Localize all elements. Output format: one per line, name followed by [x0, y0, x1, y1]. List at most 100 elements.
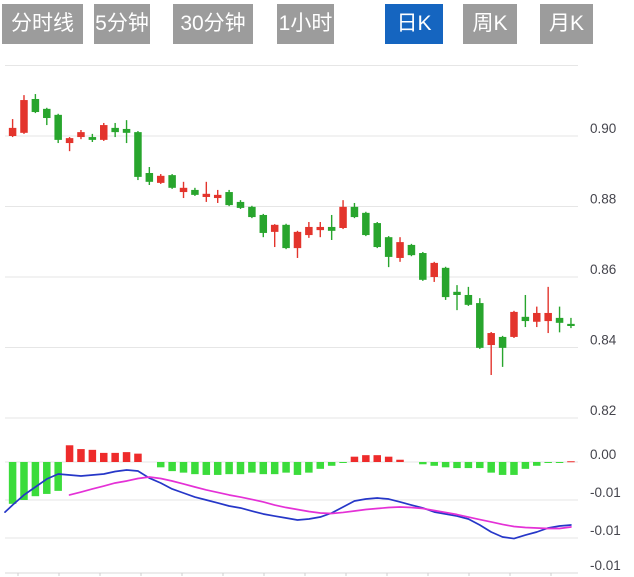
svg-text:0.88: 0.88 [590, 192, 616, 207]
dif-line [4, 469, 572, 540]
candle-body [122, 128, 131, 133]
price-axis-labels: 0.90 0.88 0.86 0.84 0.82 [590, 121, 617, 418]
candle-body [248, 206, 256, 218]
tab-daily-k[interactable]: 日K [385, 4, 443, 44]
candle-body [487, 333, 495, 346]
macd-bar [168, 462, 176, 472]
tab-5min[interactable]: 5分钟 [94, 4, 150, 44]
candle-body [510, 311, 518, 337]
macd-bar [100, 452, 108, 462]
macd-bar [225, 462, 233, 475]
candle-body [270, 224, 279, 232]
candle-body [453, 291, 461, 295]
candle-body [476, 303, 484, 348]
candle-body [156, 175, 165, 183]
macd-bar [533, 462, 541, 466]
macd-bar [350, 456, 359, 462]
candle-body [213, 194, 222, 199]
macd-bar [567, 461, 575, 463]
macd-bar [65, 445, 74, 462]
macd-bar [327, 462, 336, 466]
macd-bar [8, 462, 17, 504]
svg-text:0.00: 0.00 [590, 447, 616, 462]
macd-bar [487, 462, 495, 473]
macd-bar [476, 462, 484, 469]
svg-text:0.90: 0.90 [590, 121, 616, 136]
macd-bar [498, 462, 507, 475]
macd-bar [544, 462, 552, 463]
candle-body [498, 336, 507, 348]
svg-text:0.86: 0.86 [590, 262, 616, 277]
tab-monthly-k[interactable]: 月K [540, 4, 593, 44]
macd-bar [191, 462, 199, 475]
candle-body [396, 242, 404, 258]
candles-layer [8, 94, 575, 375]
candle-body [464, 294, 473, 305]
candle-body [430, 262, 438, 277]
macd-axis-labels: 0.00 -0.01 -0.01 -0.01 [590, 447, 621, 573]
macd-bar [453, 462, 461, 469]
svg-text:-0.01: -0.01 [590, 558, 621, 573]
candle-body [134, 132, 142, 177]
macd-bar [179, 462, 188, 473]
candle-body [316, 226, 325, 231]
candle-body [145, 173, 154, 182]
candle-body [225, 192, 233, 206]
candle-body [362, 212, 370, 236]
candle-body [111, 127, 119, 133]
candle-body [419, 253, 427, 280]
price-gridlines [5, 65, 578, 419]
dea-line [68, 476, 572, 530]
macd-bar [305, 462, 313, 473]
candle-body [100, 125, 108, 140]
macd-bar [111, 452, 119, 462]
candle-body [533, 312, 541, 322]
tab-weekly-k[interactable]: 周K [463, 4, 517, 44]
svg-text:-0.01: -0.01 [590, 523, 621, 538]
macd-bar [213, 462, 222, 475]
candle-body [441, 267, 450, 298]
candle-body [555, 317, 564, 323]
macd-bar [396, 459, 404, 462]
candle-body [544, 312, 552, 322]
candle-body [236, 201, 245, 208]
candle-body [521, 316, 530, 322]
candle-body [88, 137, 97, 140]
tab-1hour[interactable]: 1小时 [277, 4, 334, 44]
candle-body [305, 226, 313, 236]
macd-bar [441, 462, 450, 468]
candle-body [191, 189, 199, 195]
macd-bar [134, 453, 142, 462]
candle-body [43, 108, 51, 119]
candle-body [339, 206, 347, 228]
candle-body [350, 206, 359, 218]
svg-text:0.84: 0.84 [590, 333, 617, 348]
macd-bar [248, 462, 256, 473]
candle-body [407, 244, 416, 256]
candle-body [31, 98, 40, 113]
macd-bar [259, 462, 268, 475]
macd-bar [270, 462, 279, 475]
tab-minute-line[interactable]: 分时线 [2, 4, 83, 44]
macd-bar [384, 456, 393, 462]
macd-bar [122, 452, 131, 462]
macd-bar [464, 462, 473, 469]
macd-bar [521, 462, 530, 469]
macd-bar [54, 462, 62, 491]
candle-body [54, 114, 62, 140]
macd-bar [362, 455, 370, 462]
macd-bar [43, 462, 51, 494]
macd-bar [510, 462, 518, 475]
macd-bar [202, 462, 211, 475]
macd-bar [236, 462, 245, 475]
macd-bar [316, 462, 325, 469]
candle-body [327, 226, 336, 231]
macd-bar [31, 462, 40, 497]
macd-bar [88, 449, 97, 462]
candle-body [20, 100, 28, 133]
macd-bar [20, 462, 28, 500]
tab-30min[interactable]: 30分钟 [173, 4, 253, 44]
candle-body [282, 224, 290, 249]
candle-body [179, 187, 188, 193]
